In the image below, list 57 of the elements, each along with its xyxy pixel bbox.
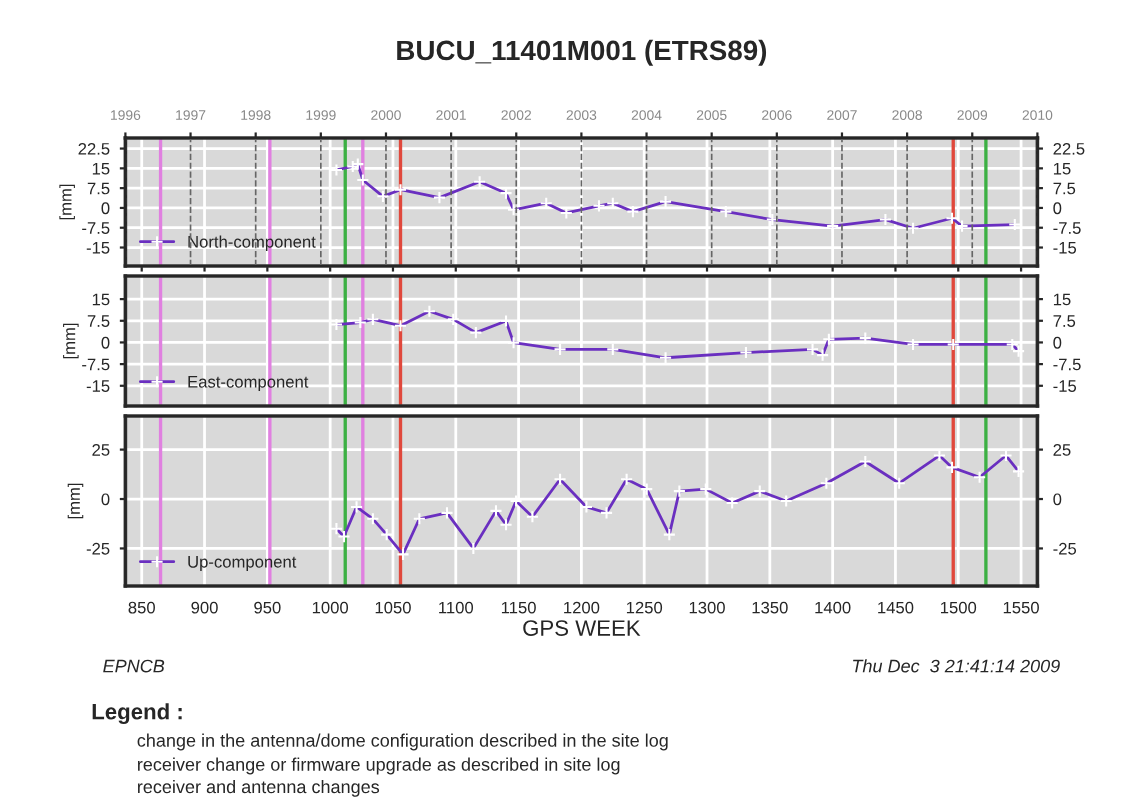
y-tick-label: -15	[86, 380, 110, 392]
y2-tick-label: -15	[1053, 242, 1077, 254]
y2-tick-label: -15	[1053, 380, 1077, 392]
x-tick-label: 950	[254, 601, 281, 614]
y2-tick-label: 25	[1053, 444, 1071, 456]
x-tick-label: 1450	[878, 601, 914, 614]
y-tick-label: 15	[92, 293, 110, 306]
y2-tick-label: 7.5	[1053, 182, 1076, 195]
chart-title: BUCU_11401M001 (ETRS89)	[397, 39, 767, 66]
x-tick-label: 850	[128, 601, 155, 614]
y-tick-label: 25	[92, 444, 110, 456]
y2-tick-label: 0	[1053, 493, 1062, 506]
y-tick-label: 0	[101, 493, 110, 506]
legend-label: Up-component	[188, 556, 297, 571]
y-tick-label: -7.5	[82, 358, 110, 371]
y-tick-label: 22.5	[78, 142, 110, 155]
y-tick-label: 7.5	[87, 182, 110, 195]
text: receiver change or firmware upgrade as described in site log	[138, 757, 620, 775]
x-tick-label: 1100	[439, 601, 474, 614]
x-tick-label: 1300	[689, 601, 725, 614]
y-axis-title: [mm]	[63, 323, 79, 359]
y-tick-label: -15	[86, 242, 110, 254]
y2-tick-label: -7.5	[1053, 358, 1081, 371]
x-tick-label: 1500	[940, 601, 977, 614]
text: change in the antenna/dome configuration described in the site log	[137, 733, 668, 751]
y2-tick-label: -25	[1053, 542, 1077, 555]
text: Legend :	[92, 703, 182, 724]
y2-tick-label: 7.5	[1053, 315, 1076, 327]
x-tick-label: 900	[191, 601, 218, 614]
y-tick-label: -25	[86, 542, 110, 555]
y2-tick-label: 0	[1053, 336, 1062, 349]
x-tick-label: 1200	[564, 601, 600, 614]
y-tick-label: -7.5	[82, 222, 110, 234]
text: Thu Dec 3 21:41:14 2009	[853, 659, 1060, 673]
y-axis-title: [mm]	[67, 483, 84, 519]
y-tick-label: 0	[101, 336, 110, 349]
x-tick-label: 1400	[815, 601, 851, 614]
x-axis-title: GPS WEEK	[523, 620, 641, 636]
y2-tick-label: 15	[1053, 162, 1071, 175]
x-tick-label: 1050	[375, 601, 411, 614]
y2-tick-label: 15	[1053, 293, 1071, 306]
legend-label: East-component	[188, 376, 309, 391]
x-tick-label: 1000	[312, 601, 349, 614]
legend-label: North-component	[188, 235, 316, 251]
x-tick-label: 1550	[1003, 601, 1039, 614]
x-tick-label: 1150	[501, 601, 536, 614]
y-tick-label: 15	[92, 162, 110, 175]
y-tick-label: 0	[101, 202, 110, 215]
text: receiver and antenna changes	[138, 779, 380, 797]
y-tick-label: 7.5	[87, 315, 110, 327]
y-axis-title: [mm]	[59, 184, 75, 220]
y2-tick-label: 22.5	[1053, 142, 1085, 155]
text: EPNCB	[103, 659, 165, 673]
x-tick-label: 1350	[752, 601, 788, 614]
y2-tick-label: 0	[1053, 202, 1062, 215]
x-tick-label: 1250	[626, 601, 663, 614]
y2-tick-label: -7.5	[1053, 222, 1081, 234]
